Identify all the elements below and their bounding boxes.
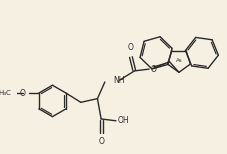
- Text: O: O: [20, 89, 26, 98]
- Text: O: O: [151, 65, 157, 74]
- Text: O: O: [128, 43, 134, 53]
- Text: O: O: [98, 137, 104, 146]
- Text: As: As: [176, 58, 182, 63]
- Text: OH: OH: [118, 116, 129, 125]
- Text: NH: NH: [113, 76, 125, 85]
- Text: H₃C: H₃C: [0, 90, 11, 96]
